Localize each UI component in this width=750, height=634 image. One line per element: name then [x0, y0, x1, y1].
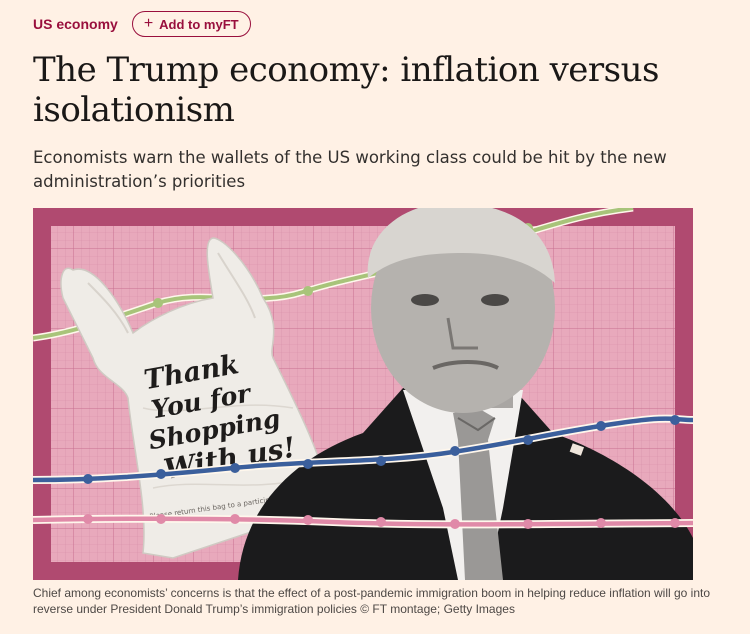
plastic-bag-image: Thank You for Shopping With us! Please r… [60, 237, 334, 559]
standfirst: Economists warn the wallets of the US wo… [33, 148, 667, 191]
person-portrait [238, 208, 693, 580]
plus-icon: + [143, 15, 154, 32]
add-to-myft-label: Add to myFT [159, 16, 239, 32]
headline: The Trump economy: inflation versus isol… [33, 50, 659, 130]
section-link[interactable]: US economy [33, 16, 118, 32]
pink-trend-line [33, 514, 693, 529]
article-main-image: Thank You for Shopping With us! Please r… [33, 208, 693, 580]
article-topline: US economy + Add to myFT [33, 10, 251, 38]
image-caption: Chief among economists’ concerns is that… [33, 586, 711, 616]
blue-trend-line [33, 414, 693, 484]
add-to-myft-button[interactable]: + Add to myFT [131, 11, 251, 37]
montage-illustration: Thank You for Shopping With us! Please r… [33, 208, 693, 580]
